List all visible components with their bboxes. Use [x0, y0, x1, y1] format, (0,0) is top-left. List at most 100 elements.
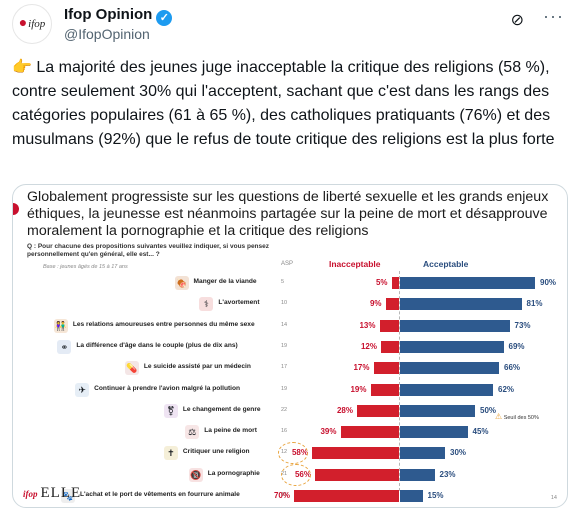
bar-acceptable [400, 298, 522, 311]
chart-row: 👫 Les relations amoureuses entre personne… [13, 315, 567, 337]
account-name-row[interactable]: Ifop Opinion ✓ [64, 6, 173, 26]
bar-inacceptable [294, 490, 399, 502]
asp-value: 5 [281, 279, 285, 285]
asp-value: 14 [281, 321, 288, 328]
category-label: L'avortement [218, 299, 260, 307]
chart-row: 🐾 L'achat et le port de vêtements en four… [13, 485, 567, 507]
verified-badge-icon: ✓ [156, 10, 173, 26]
category-label: La différence d'âge dans le couple (plus… [76, 341, 238, 349]
asp-value: 19 [281, 342, 288, 349]
value-acceptable: 23% [439, 469, 456, 479]
category-label: Le changement de genre [182, 405, 261, 413]
highlight-ring [281, 463, 311, 486]
asp-value: 10 [281, 300, 288, 307]
asp-value: 16 [281, 428, 288, 435]
legend-acceptable: Acceptable [423, 259, 469, 269]
category-icon: 🔞 [188, 467, 203, 482]
category-label: Continuer à prendre l'avion malgré la po… [94, 384, 241, 392]
bar-acceptable [400, 468, 435, 481]
category-label: Les relations amoureuses entre personnes… [72, 320, 255, 328]
chart-title: Globalement progressiste sur les questio… [27, 189, 549, 239]
category-label: Le suicide assisté par un médecin [143, 363, 251, 371]
category-icon: 🍖 [174, 276, 189, 290]
value-inacceptable: 28% [336, 405, 353, 415]
category-icon: ✝ [163, 446, 178, 461]
chart-center-axis [399, 271, 400, 491]
chart-question: Q : Pour chacune des propositions suivan… [27, 243, 270, 258]
value-acceptable: 50% [480, 405, 497, 415]
value-acceptable: 90% [540, 278, 557, 287]
ifop-logo: ifop [23, 489, 38, 499]
value-inacceptable: 19% [350, 384, 367, 394]
chart-row: ⚕ L'avortement 10 9% 81% [13, 293, 567, 315]
post-image[interactable]: Globalement progressiste sur les questio… [12, 184, 568, 508]
category-icon: ⚖ [185, 425, 200, 440]
bar-acceptable [400, 362, 499, 375]
asp-value: 15 [281, 492, 288, 498]
chart-row: ✝ Critiquer une religion 12 58% 30% [13, 442, 567, 465]
account-name[interactable]: Ifop Opinion [64, 6, 153, 23]
ifop-logo-dot-icon: ● [18, 16, 28, 31]
bar-inacceptable [385, 298, 399, 311]
category-icon: ⚧ [163, 403, 178, 418]
value-inacceptable: 70% [273, 491, 290, 500]
more-icon[interactable]: ··· [543, 6, 564, 26]
highlight-ring [278, 442, 308, 465]
logos: ifop ELLE [23, 485, 81, 502]
post-text: 👉 La majorité des jeunes juge inacceptab… [12, 59, 555, 148]
bar-acceptable [400, 447, 445, 460]
category-icon: ⚭ [57, 339, 72, 354]
category-icon: 🐾 [60, 489, 75, 503]
asp-value: 22 [281, 406, 288, 413]
bar-inacceptable [370, 383, 399, 396]
chart-row: ✈ Continuer à prendre l'avion malgré la p… [13, 379, 567, 401]
bar-acceptable [400, 490, 423, 502]
category-label: Critiquer une religion [182, 448, 250, 456]
account-handle[interactable]: @IfopOpinion [64, 26, 150, 42]
value-acceptable: 81% [526, 299, 543, 309]
value-inacceptable: 17% [353, 363, 370, 373]
chart-row: ⚧ Le changement de genre 22 28% 50% [13, 400, 567, 422]
value-acceptable: 62% [498, 384, 515, 394]
bar-acceptable [400, 277, 535, 289]
category-icon: ⚕ [199, 297, 214, 312]
value-acceptable: 66% [504, 363, 521, 373]
value-acceptable: 73% [514, 320, 531, 330]
bar-acceptable [400, 426, 468, 439]
bar-acceptable [400, 404, 475, 417]
bar-inacceptable [381, 340, 399, 353]
bar-inacceptable [357, 404, 399, 417]
threshold-note: ⚠ Seuil des 50% [495, 412, 539, 421]
account-avatar[interactable]: ● ifop [12, 4, 52, 44]
value-inacceptable: 13% [359, 320, 376, 330]
category-label: L'achat et le port de vêtements en fourr… [79, 491, 240, 498]
bar-inacceptable [315, 468, 399, 481]
chart-row: 💊 Le suicide assisté par un médecin 17 17% 6… [13, 357, 567, 379]
value-inacceptable: 5% [375, 278, 388, 287]
bar-acceptable [400, 340, 504, 353]
grok-icon[interactable]: ⊘ [510, 12, 524, 29]
category-label: La peine de mort [204, 427, 257, 435]
elle-logo: ELLE [40, 485, 82, 501]
post-header: ● ifop Ifop Opinion ✓ @IfopOpinion ⊘ ··· [12, 4, 568, 46]
category-icon: 💊 [124, 361, 139, 376]
asp-header: ASP [281, 261, 294, 267]
chart-base: Base : jeunes âgés de 15 à 17 ans [43, 264, 128, 270]
asp-value: 17 [281, 364, 288, 371]
category-icon: 👫 [53, 318, 68, 333]
value-acceptable: 45% [472, 427, 489, 437]
warning-icon: ⚠ [495, 412, 503, 421]
bar-acceptable [400, 319, 510, 332]
chart-row: 🔞 La pornographie 21 56% 23% [13, 463, 567, 486]
page-number: 14 [550, 495, 557, 501]
bar-inacceptable [340, 426, 399, 439]
value-inacceptable: 39% [320, 427, 337, 437]
legend-inacceptable: Inacceptable [329, 259, 381, 269]
decorative-dot-icon [13, 203, 19, 215]
category-label: Manger de la viande [193, 278, 257, 285]
value-acceptable: 69% [508, 341, 525, 351]
bar-inacceptable [373, 362, 399, 375]
bar-inacceptable [379, 319, 399, 332]
bar-inacceptable [391, 277, 399, 289]
value-acceptable: 15% [427, 491, 444, 500]
